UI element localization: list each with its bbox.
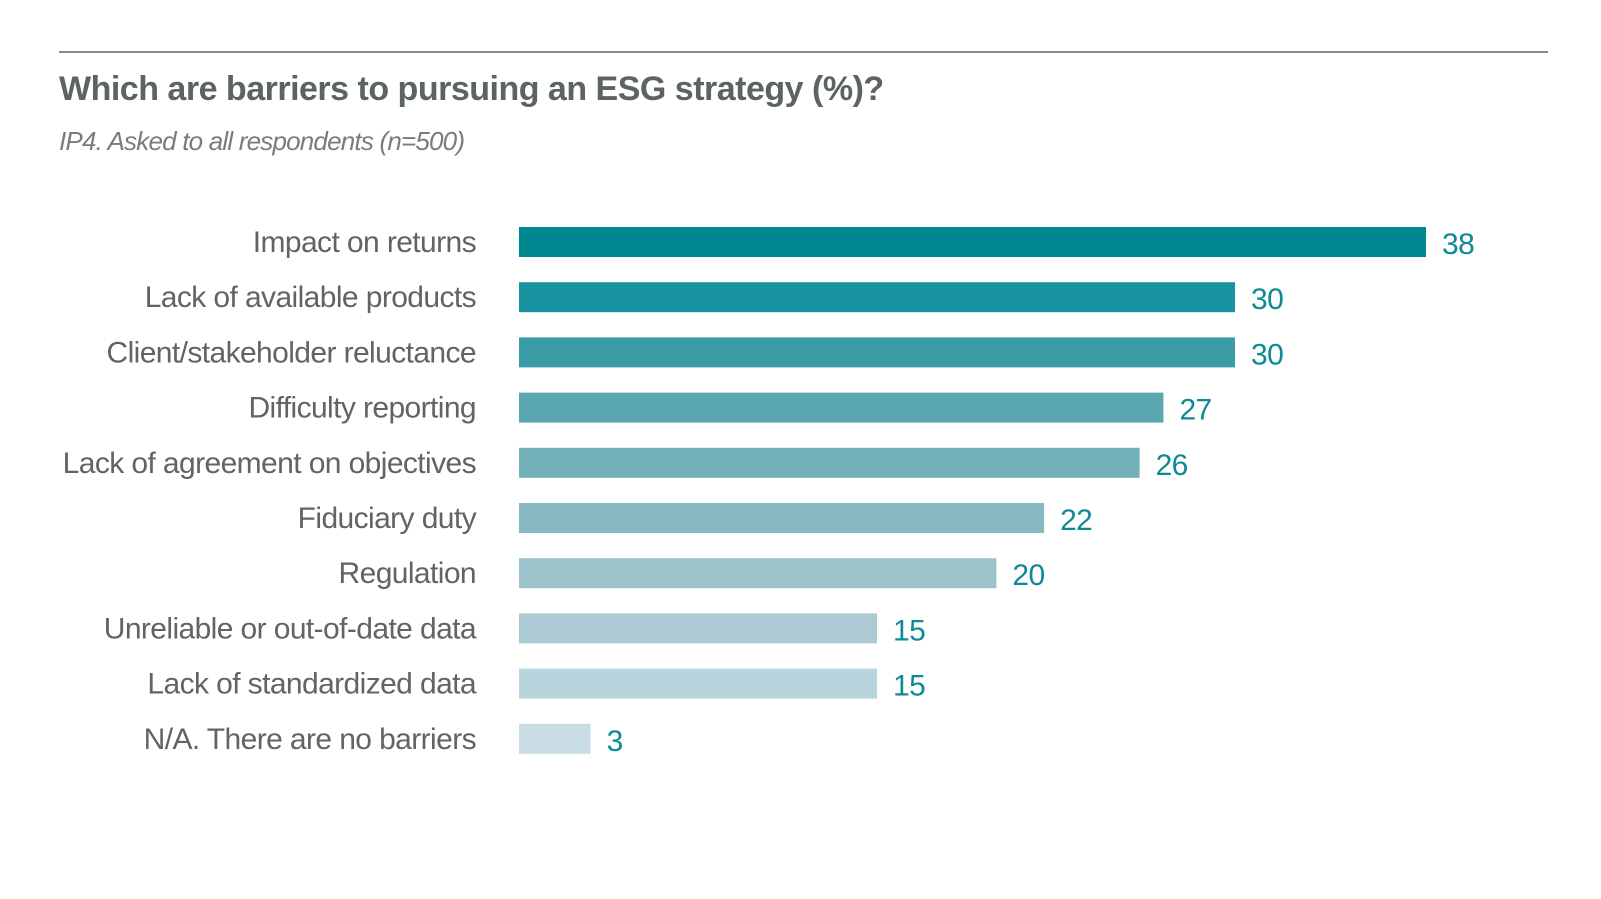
category-label: Difficulty reporting <box>248 392 476 425</box>
category-label: Unreliable or out-of-date data <box>104 612 477 645</box>
category-label: N/A. There are no barriers <box>144 723 476 756</box>
value-label: 26 <box>1156 449 1188 482</box>
bar <box>519 227 1426 257</box>
category-label: Impact on returns <box>253 226 476 259</box>
bar <box>519 668 878 699</box>
value-label: 15 <box>893 670 925 703</box>
category-label: Lack of agreement on objectives <box>63 447 476 480</box>
value-label: 30 <box>1251 338 1283 371</box>
value-label: 22 <box>1060 504 1092 537</box>
value-label: 20 <box>1012 559 1044 592</box>
value-label: 27 <box>1179 394 1211 427</box>
value-label: 15 <box>893 614 925 647</box>
bar <box>519 337 1236 368</box>
value-label: 30 <box>1251 283 1283 316</box>
bar <box>519 392 1164 423</box>
category-label: Fiduciary duty <box>298 502 477 535</box>
category-label: Lack of standardized data <box>147 668 476 701</box>
bar <box>519 282 1236 313</box>
value-label: 3 <box>607 725 623 758</box>
category-label: Regulation <box>339 557 476 590</box>
chart-subtitle: IP4. Asked to all respondents (n=500) <box>59 126 465 156</box>
bar <box>519 447 1140 478</box>
bar <box>519 503 1045 533</box>
bar <box>519 558 997 589</box>
bar <box>519 723 591 754</box>
chart-title: Which are barriers to pursuing an ESG st… <box>59 70 884 108</box>
value-label: 38 <box>1442 228 1474 261</box>
category-label: Client/stakeholder reluctance <box>107 336 476 369</box>
top-divider <box>59 51 1548 53</box>
bar <box>519 613 878 644</box>
category-label: Lack of available products <box>145 281 476 314</box>
